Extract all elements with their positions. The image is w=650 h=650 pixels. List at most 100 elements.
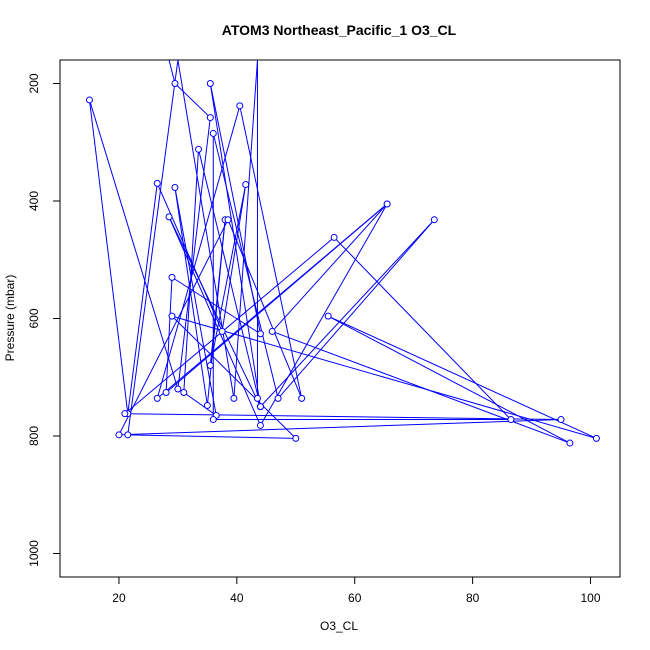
series-segment <box>156 183 223 332</box>
data-point <box>168 273 176 281</box>
series-segment <box>259 203 388 426</box>
series-segment <box>127 434 296 439</box>
data-point <box>168 312 176 320</box>
data-point <box>242 181 250 189</box>
data-point <box>224 216 232 224</box>
data-series <box>85 60 600 447</box>
series-segment <box>271 203 388 332</box>
y-axis-label: Pressure (mbar) <box>3 275 17 362</box>
data-point <box>253 394 261 402</box>
series-segment <box>227 219 303 399</box>
series-segment <box>327 315 571 444</box>
series-segment <box>198 149 261 407</box>
y-tick-label: 800 <box>27 426 41 446</box>
series-segment <box>124 413 562 421</box>
data-point <box>115 431 123 439</box>
data-point <box>165 213 173 221</box>
series-segment <box>177 60 235 399</box>
series-segment <box>333 237 512 420</box>
series-segment <box>171 315 297 439</box>
series-segment <box>127 60 179 435</box>
data-point <box>153 179 161 187</box>
x-tick-label: 80 <box>466 591 480 605</box>
series-segment <box>260 219 435 407</box>
data-point <box>195 145 203 153</box>
data-point <box>298 394 306 402</box>
data-point <box>292 434 300 442</box>
y-tick-label: 400 <box>27 191 41 211</box>
series-segment <box>233 60 258 399</box>
series-segment <box>328 315 597 439</box>
x-tick-label: 40 <box>230 591 244 605</box>
data-point <box>507 416 515 424</box>
series-segment <box>171 276 261 335</box>
series-segment <box>212 133 279 399</box>
series-segment <box>272 330 571 444</box>
series-segment <box>156 105 241 399</box>
series-segment <box>174 187 208 406</box>
series-segment <box>171 315 597 439</box>
series-segment <box>209 83 261 407</box>
data-point <box>171 80 179 87</box>
series-segment <box>209 184 247 366</box>
data-point <box>209 129 217 137</box>
series-segment <box>206 219 226 406</box>
data-point <box>268 327 276 335</box>
data-point <box>162 389 170 397</box>
series-segment <box>124 237 335 415</box>
x-axis: 20 40 60 80 100 <box>112 576 601 605</box>
data-point <box>209 416 217 424</box>
series-segment <box>239 105 303 399</box>
series-segment <box>156 203 388 399</box>
series-segment <box>168 60 176 84</box>
y-tick-label: 200 <box>27 73 41 93</box>
y-axis: 200 400 600 800 1000 <box>27 73 61 567</box>
y-tick-label: 1000 <box>27 540 41 567</box>
data-point <box>566 439 574 447</box>
series-segment <box>174 83 211 118</box>
data-point <box>592 434 600 442</box>
data-point <box>430 216 438 224</box>
data-point <box>256 403 264 411</box>
series-segment <box>221 184 247 332</box>
data-point <box>330 233 338 241</box>
data-point <box>324 312 332 320</box>
data-point <box>203 401 211 409</box>
data-point <box>206 80 214 87</box>
series-segment <box>177 117 211 390</box>
y-tick-label: 600 <box>27 308 41 328</box>
data-point <box>121 410 129 418</box>
data-point <box>174 385 182 393</box>
plot-frame <box>59 59 621 578</box>
data-point <box>256 330 264 338</box>
series-segment <box>183 149 200 393</box>
data-point <box>206 114 214 122</box>
series-segment <box>88 99 179 390</box>
x-tick-label: 60 <box>348 591 362 605</box>
data-point <box>180 389 188 397</box>
data-point <box>274 394 282 402</box>
data-point <box>218 327 226 335</box>
data-point <box>230 394 238 402</box>
series-segment <box>168 216 261 407</box>
series-segment <box>174 187 217 416</box>
x-tick-label: 100 <box>581 591 601 605</box>
x-tick-label: 20 <box>112 591 126 605</box>
data-point <box>557 416 565 424</box>
series-segment <box>118 419 562 436</box>
series-segment <box>277 219 435 399</box>
series-segment <box>127 183 158 414</box>
series-segment <box>168 216 261 426</box>
data-point <box>236 102 244 110</box>
data-point <box>171 183 179 191</box>
series-segment <box>183 392 217 416</box>
data-point <box>206 362 214 369</box>
chart-title: ATOM3 Northeast_Pacific_1 O3_CL <box>222 22 457 38</box>
data-point <box>124 431 132 439</box>
x-axis-label: O3_CL <box>320 619 358 633</box>
data-point <box>383 200 391 208</box>
data-point <box>153 394 161 402</box>
data-point <box>256 421 264 429</box>
series-segment <box>88 99 129 414</box>
